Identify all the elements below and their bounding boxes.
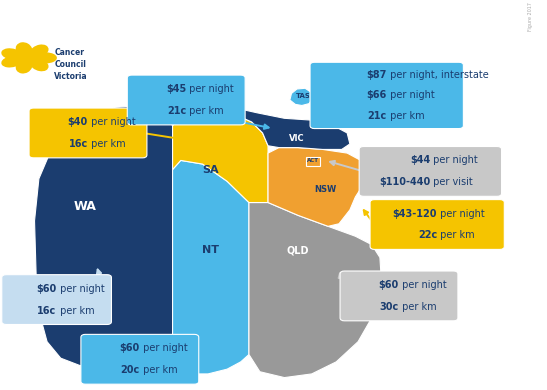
Text: per night: per night <box>57 284 104 294</box>
Polygon shape <box>34 105 172 367</box>
Polygon shape <box>227 109 350 149</box>
Ellipse shape <box>30 58 49 71</box>
Text: per night: per night <box>430 156 478 165</box>
Polygon shape <box>290 88 313 105</box>
Polygon shape <box>172 160 249 374</box>
Text: per night: per night <box>88 117 136 127</box>
FancyBboxPatch shape <box>2 275 112 324</box>
Text: 16c: 16c <box>37 306 57 316</box>
FancyBboxPatch shape <box>359 147 502 196</box>
Text: SA: SA <box>202 165 219 175</box>
Text: $110-440: $110-440 <box>379 177 430 187</box>
Text: Cancer
Council
Victoria: Cancer Council Victoria <box>54 48 88 81</box>
Ellipse shape <box>1 56 22 67</box>
Text: ACT: ACT <box>307 158 319 163</box>
Text: per km: per km <box>88 139 126 149</box>
Text: per km: per km <box>57 306 94 316</box>
Text: $60: $60 <box>120 343 140 353</box>
Text: per night: per night <box>387 90 434 100</box>
Text: 16c: 16c <box>69 139 88 149</box>
FancyBboxPatch shape <box>29 108 147 158</box>
FancyBboxPatch shape <box>340 271 458 321</box>
Polygon shape <box>306 157 320 166</box>
Text: per km: per km <box>140 365 177 375</box>
Text: $44: $44 <box>410 156 430 165</box>
Ellipse shape <box>30 44 49 58</box>
FancyBboxPatch shape <box>370 200 504 250</box>
Text: NT: NT <box>202 245 219 255</box>
Text: VIC: VIC <box>289 134 305 143</box>
Text: $66: $66 <box>366 90 387 100</box>
Text: $43-120: $43-120 <box>393 209 437 218</box>
Text: per night: per night <box>186 84 234 94</box>
Ellipse shape <box>35 52 57 63</box>
Text: $40: $40 <box>68 117 88 127</box>
Text: per km: per km <box>437 230 475 241</box>
FancyBboxPatch shape <box>81 334 199 384</box>
Text: per night, interstate: per night, interstate <box>387 70 488 80</box>
Circle shape <box>16 50 40 66</box>
Polygon shape <box>268 147 366 226</box>
Text: TAS: TAS <box>296 93 311 99</box>
Text: QLD: QLD <box>287 245 309 255</box>
FancyBboxPatch shape <box>127 75 245 125</box>
Text: per visit: per visit <box>430 177 473 187</box>
Text: NSW: NSW <box>314 185 336 194</box>
Text: per night: per night <box>140 343 188 353</box>
Text: $60: $60 <box>36 284 57 294</box>
Text: per km: per km <box>186 106 224 116</box>
Text: per night: per night <box>399 280 447 290</box>
Text: $87: $87 <box>366 70 387 80</box>
Text: 21c: 21c <box>368 110 387 121</box>
Text: Figure 2017: Figure 2017 <box>528 2 533 31</box>
FancyBboxPatch shape <box>310 62 463 129</box>
Text: 22c: 22c <box>418 230 437 241</box>
Ellipse shape <box>16 42 32 57</box>
Ellipse shape <box>1 48 22 60</box>
Text: WA: WA <box>74 200 97 213</box>
Text: $60: $60 <box>379 280 399 290</box>
Ellipse shape <box>16 59 32 74</box>
Polygon shape <box>249 202 381 378</box>
Text: 20c: 20c <box>120 365 140 375</box>
Text: 21c: 21c <box>167 106 186 116</box>
Polygon shape <box>172 111 268 202</box>
Text: per km: per km <box>399 302 437 312</box>
Text: 30c: 30c <box>380 302 399 312</box>
Text: $45: $45 <box>166 84 186 94</box>
Text: per night: per night <box>437 209 485 218</box>
Text: per km: per km <box>387 110 424 121</box>
